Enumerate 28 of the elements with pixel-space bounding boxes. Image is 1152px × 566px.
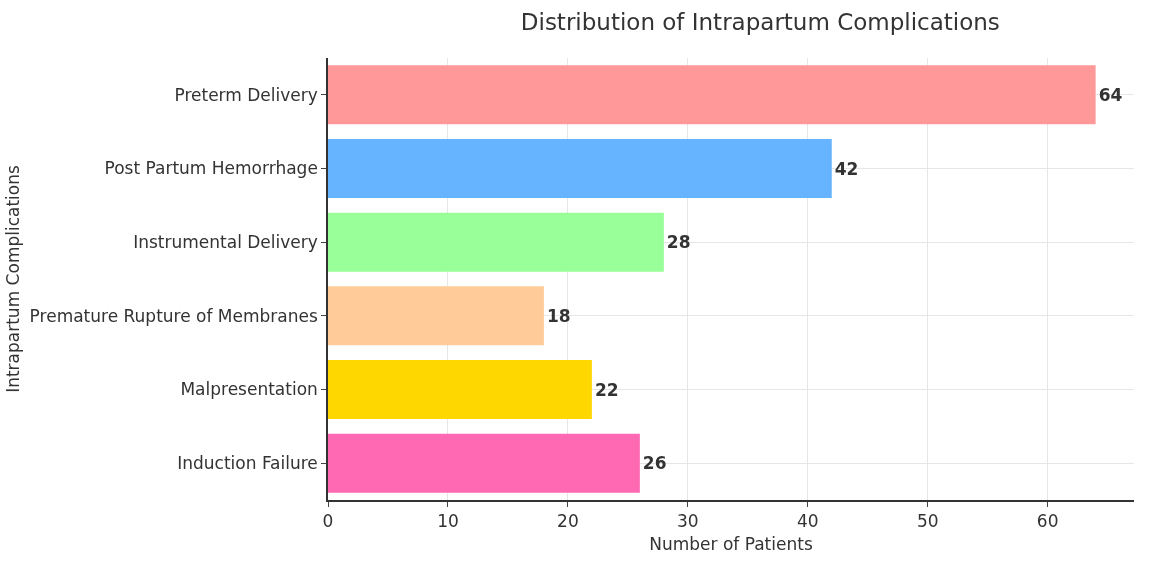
bar: [328, 139, 832, 198]
data-label: 18: [546, 305, 571, 326]
x-tick-label: 20: [557, 511, 579, 532]
y-tick-label: Post Partum Hemorrhage: [104, 158, 318, 179]
x-tick-label: 10: [437, 511, 459, 532]
y-tick-label: Malpresentation: [180, 379, 318, 400]
y-tick-label: Premature Rupture of Membranes: [29, 305, 318, 326]
data-label: 22: [594, 379, 619, 400]
x-axis-title: Number of Patients: [649, 534, 813, 555]
y-tick-label: Induction Failure: [177, 453, 318, 474]
x-tick-label: 50: [916, 511, 939, 532]
chart-title: Distribution of Intrapartum Complications: [520, 9, 1000, 36]
bar: [328, 65, 1096, 125]
x-tick-label: 0: [322, 511, 334, 532]
y-tick-label: Preterm Delivery: [174, 84, 318, 105]
bar: [328, 286, 544, 346]
data-label: 64: [1098, 84, 1123, 105]
data-label: 42: [834, 158, 859, 179]
data-label: 28: [666, 232, 691, 253]
x-tick-label: 30: [677, 511, 699, 532]
bar: [328, 433, 640, 493]
bar: [328, 360, 592, 419]
x-tick-label: 40: [796, 511, 819, 532]
bar: [328, 212, 664, 272]
x-tick-label: 60: [1036, 511, 1059, 532]
data-label: 26: [642, 453, 667, 474]
y-tick-label: Instrumental Delivery: [133, 232, 318, 253]
y-axis-title: Intrapartum Complications: [2, 165, 23, 393]
